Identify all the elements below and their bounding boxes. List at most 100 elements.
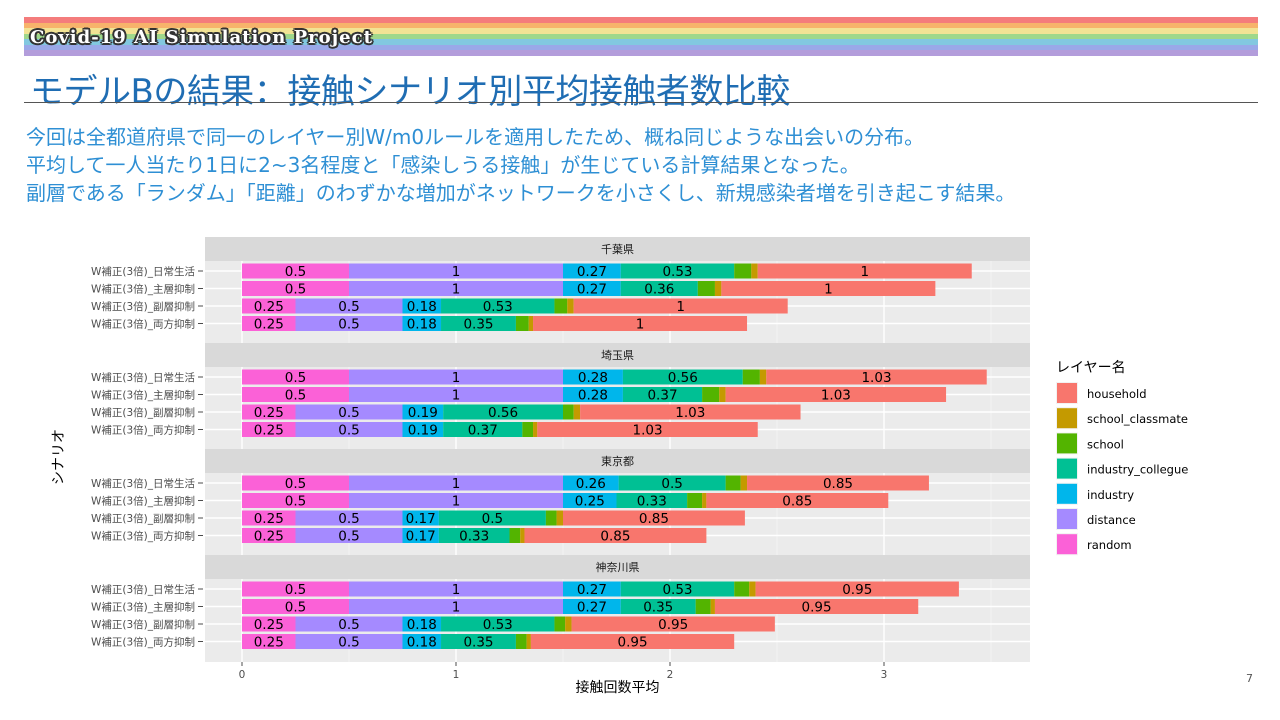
bar-industry_collegue [438, 510, 546, 526]
bar-school_classmate [710, 599, 715, 614]
scenario-label: W補正(3倍)_副層抑制 [91, 406, 195, 419]
bar-distance [295, 422, 403, 437]
data-label: 1 [636, 317, 645, 333]
data-label: 0.5 [285, 282, 306, 298]
bar-distance [349, 263, 563, 279]
data-label: 0.5 [661, 476, 682, 492]
scenario-label: W補正(3倍)_主層抑制 [91, 389, 195, 402]
data-label: 1.03 [632, 423, 662, 439]
scenario-label: W補正(3倍)_両方抑制 [91, 318, 195, 331]
data-label: 0.27 [577, 264, 607, 280]
legend-swatch [1057, 483, 1077, 504]
scenario-label: W補正(3倍)_両方抑制 [91, 530, 195, 543]
data-label: 0.85 [823, 476, 853, 492]
data-label: 0.53 [483, 299, 513, 315]
bar-distance [295, 316, 403, 331]
panel-strip [205, 237, 1030, 261]
bar-school_classmate [702, 493, 707, 508]
data-label: 0.5 [482, 511, 503, 527]
bar-industry_collegue [441, 634, 516, 649]
bar-random [242, 387, 349, 402]
scenario-label: W補正(3倍)_主層抑制 [91, 495, 195, 508]
bar-industry [563, 493, 617, 508]
bar-school [742, 369, 760, 385]
data-label: 1 [676, 299, 685, 315]
bar-school [695, 599, 711, 614]
data-label: 0.19 [408, 423, 438, 439]
data-label: 0.5 [285, 264, 306, 280]
data-label: 0.37 [468, 423, 498, 439]
data-label: 1 [452, 582, 461, 598]
bar-distance [295, 634, 403, 649]
legend-swatch [1057, 383, 1077, 403]
data-label: 0.5 [338, 423, 359, 439]
data-label: 1.03 [821, 388, 851, 404]
legend-swatch [1057, 458, 1077, 479]
data-label: 1 [452, 388, 461, 404]
bar-random [242, 581, 349, 597]
panel-strip [205, 449, 1030, 473]
bar-industry_collegue [441, 316, 516, 331]
bar-random [242, 369, 349, 385]
bar-household [537, 422, 758, 437]
scenario-label: W補正(3倍)_日常生活 [91, 477, 196, 490]
data-label: 0.25 [254, 423, 284, 439]
bar-distance [295, 298, 403, 314]
bar-random [242, 510, 296, 526]
data-label: 0.28 [578, 370, 608, 386]
data-label: 0.5 [285, 582, 306, 598]
bar-distance [349, 493, 563, 508]
bar-industry_collegue [616, 493, 688, 508]
data-label: 0.37 [647, 388, 677, 404]
bar-school [734, 263, 752, 279]
data-label: 0.18 [407, 299, 437, 315]
scenario-label: W補正(3倍)_両方抑制 [91, 636, 195, 649]
bar-distance [349, 581, 563, 597]
data-label: 0.5 [285, 476, 306, 492]
bar-distance [349, 369, 563, 385]
data-label: 0.25 [254, 635, 284, 651]
legend-swatch [1057, 408, 1077, 429]
bar-distance [295, 510, 403, 526]
bar-industry [563, 581, 621, 597]
bar-school_classmate [528, 316, 534, 331]
bar-school_classmate [714, 281, 722, 296]
scenario-label: W補正(3倍)_主層抑制 [91, 601, 195, 614]
data-label: 1 [452, 282, 461, 298]
data-label: 1.03 [861, 370, 891, 386]
stripe [24, 50, 1258, 56]
data-label: 0.5 [338, 317, 359, 333]
scenario-label: W補正(3倍)_副層抑制 [91, 512, 195, 525]
data-label: 0.17 [406, 529, 436, 545]
bar-school [702, 387, 720, 402]
bar-household [706, 493, 889, 508]
bar-household [714, 599, 919, 614]
bar-school [515, 316, 529, 331]
legend-swatch [1057, 509, 1077, 529]
data-label: 0.53 [662, 264, 692, 280]
bar-distance [295, 616, 403, 632]
bar-industry_collegue [443, 404, 563, 420]
data-label: 0.53 [483, 617, 513, 633]
title-underline [24, 102, 1258, 103]
bar-industry [402, 404, 444, 420]
data-label: 0.33 [459, 529, 489, 545]
data-label: 0.95 [802, 600, 832, 616]
bar-school_classmate [749, 581, 756, 597]
bar-distance [295, 404, 403, 420]
data-label: 0.56 [668, 370, 698, 386]
bar-distance [349, 281, 563, 296]
bar-school_classmate [573, 404, 581, 420]
bar-household [580, 404, 801, 420]
bar-school [545, 510, 557, 526]
legend-label: industry [1087, 488, 1134, 502]
legend-label: industry_collegue [1087, 463, 1188, 477]
bar-school [725, 475, 741, 491]
data-label: 1 [452, 264, 461, 280]
bar-industry [402, 422, 444, 437]
description-line: 今回は全都道府県で同一のレイヤー別W/m0ルールを適用したため、概ね同じような出… [26, 125, 925, 149]
x-axis-title: 接触回数平均 [576, 679, 660, 696]
bar-random [242, 634, 296, 649]
data-label: 0.85 [600, 529, 630, 545]
